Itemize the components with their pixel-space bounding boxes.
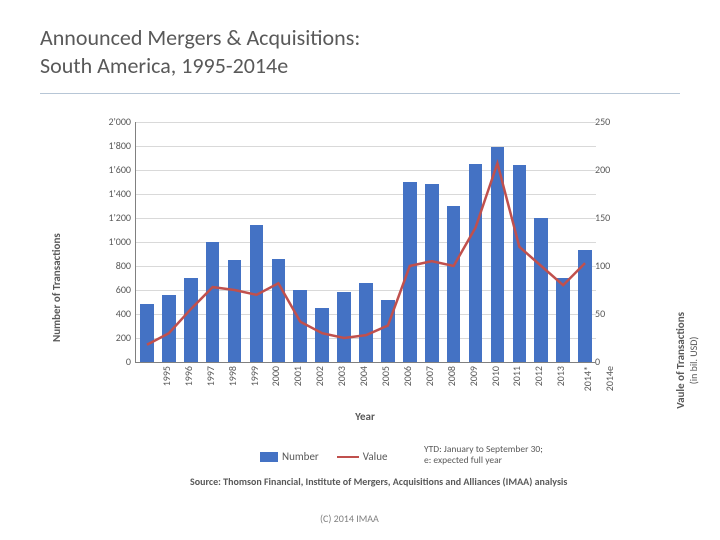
y-left-tick: 1'000: [81, 237, 131, 247]
y-left-axis-label: Number of Transactions: [50, 233, 63, 342]
x-axis-label: Year: [135, 410, 595, 423]
y-right-tick: 200: [595, 165, 645, 175]
y-right-tick: 150: [595, 213, 645, 223]
slide: Announced Mergers & Acquisitions: South …: [0, 0, 720, 540]
x-tick: 2006: [401, 366, 414, 386]
page-title: Announced Mergers & Acquisitions: South …: [40, 24, 680, 79]
y-left-tick: 200: [81, 333, 131, 343]
x-tick: 1999: [247, 366, 260, 386]
legend-item-number: Number: [260, 450, 319, 463]
x-tick: 2003: [335, 366, 348, 386]
x-tick: 2010: [488, 366, 501, 386]
value-line: [147, 163, 585, 344]
x-tick: 2012: [532, 366, 545, 386]
legend: Number Value: [260, 450, 387, 463]
footnote: YTD: January to September 30; e: expecte…: [424, 444, 543, 466]
y-right-tick: 50: [595, 309, 645, 319]
x-tick: 2004: [357, 366, 370, 386]
x-tick: 2000: [269, 366, 282, 386]
copyright: (C) 2014 IMAA: [320, 512, 379, 525]
x-tick: 2014e: [603, 366, 616, 391]
title-line1: Announced Mergers & Acquisitions:: [40, 24, 360, 51]
x-tick: 1996: [182, 366, 195, 386]
x-tick: 1995: [160, 366, 173, 386]
x-tick: 2014*: [581, 366, 594, 391]
x-tick: 2001: [291, 366, 304, 386]
y-left-tick: 1'600: [81, 165, 131, 175]
x-tick: 2007: [423, 366, 436, 386]
x-tick: 2005: [379, 366, 392, 386]
chart: Number of Transactions Vaule of Transact…: [40, 112, 680, 452]
title-rule: [40, 93, 680, 94]
x-tick: 2009: [466, 366, 479, 386]
legend-swatch-line: [337, 456, 359, 458]
line-series: [136, 122, 596, 362]
y-left-tick: 400: [81, 309, 131, 319]
x-tick: 1998: [225, 366, 238, 386]
y-left-tick: 800: [81, 261, 131, 271]
y-left-tick: 1'800: [81, 141, 131, 151]
y-left-tick: 2'000: [81, 117, 131, 127]
y-right-tick: 100: [595, 261, 645, 271]
x-tick: 2013: [554, 366, 567, 386]
x-tick: 2011: [510, 366, 523, 386]
y-left-tick: 0: [81, 357, 131, 367]
y-left-tick: 1'400: [81, 189, 131, 199]
y-left-tick: 600: [81, 285, 131, 295]
x-tick: 2002: [313, 366, 326, 386]
source-line: Source: Thomson Financial, Institute of …: [190, 475, 567, 488]
y-right-axis-label: Vaule of Transactions (in bil. USD): [674, 312, 700, 409]
plot-area: [135, 122, 596, 363]
legend-swatch-bar: [260, 452, 278, 462]
y-left-tick: 1'200: [81, 213, 131, 223]
x-tick: 1997: [204, 366, 217, 386]
y-right-tick: 250: [595, 117, 645, 127]
x-tick: 2008: [444, 366, 457, 386]
legend-item-value: Value: [337, 450, 388, 463]
title-line2: South America, 1995-2014e: [40, 52, 288, 79]
